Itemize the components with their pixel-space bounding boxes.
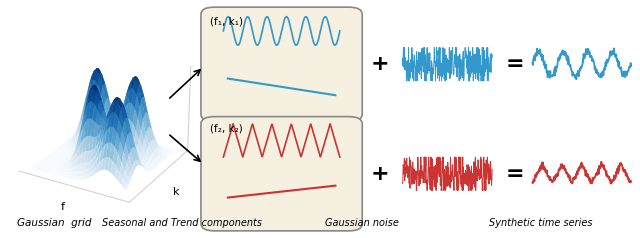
X-axis label: f: f	[61, 202, 65, 212]
Y-axis label: k: k	[173, 187, 180, 197]
Text: Seasonal and Trend components: Seasonal and Trend components	[102, 218, 262, 228]
Text: Gaussian noise: Gaussian noise	[324, 218, 399, 228]
Text: =: =	[505, 164, 524, 184]
Text: (f₁, k₁): (f₁, k₁)	[210, 16, 243, 26]
Text: +: +	[371, 164, 390, 184]
FancyBboxPatch shape	[201, 7, 362, 121]
Text: (f₂, k₂): (f₂, k₂)	[210, 124, 243, 134]
Text: Gaussian  grid: Gaussian grid	[17, 218, 92, 228]
FancyBboxPatch shape	[201, 117, 362, 231]
Text: Synthetic time series: Synthetic time series	[489, 218, 593, 228]
Text: =: =	[505, 54, 524, 74]
Text: +: +	[371, 54, 390, 74]
